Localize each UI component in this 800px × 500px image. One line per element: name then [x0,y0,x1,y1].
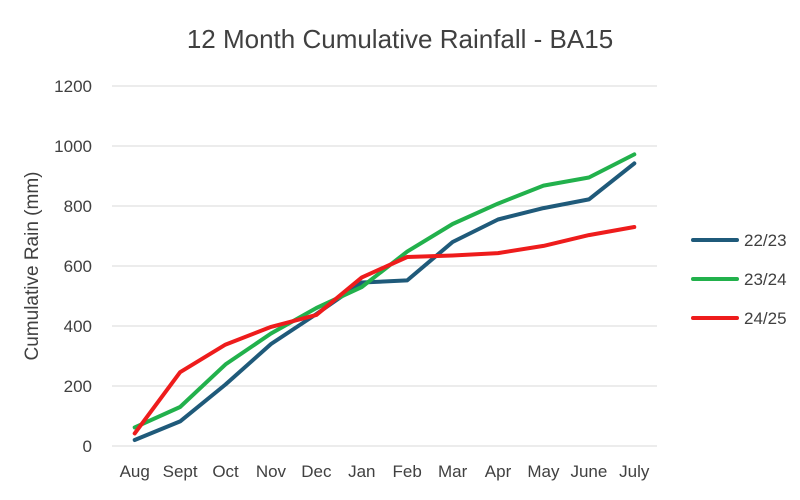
x-tick-label: Aug [120,462,150,481]
x-tick-label: June [570,462,607,481]
y-tick-label: 800 [64,197,92,216]
series-line-22-23 [132,161,637,442]
x-tick-label: Oct [212,462,239,481]
y-tick-label: 1200 [54,77,92,96]
y-tick-label: 600 [64,257,92,276]
y-tick-label: 0 [83,437,92,456]
x-tick-label: Dec [301,462,332,481]
series-line-24-25 [132,225,637,436]
series-lines [132,152,637,442]
y-tick-label: 400 [64,317,92,336]
x-tick-label: Apr [485,462,512,481]
legend: 22/23 23/24 24/25 [691,231,787,328]
x-tick-label: July [619,462,650,481]
y-axis-title: Cumulative Rain (mm) [22,172,43,361]
x-axis-ticks: Aug Sept Oct Nov Dec Jan Feb Mar Apr May June July [120,462,650,481]
x-tick-label: Jan [348,462,375,481]
legend-label-22-23: 22/23 [744,231,787,250]
x-tick-label: Sept [163,462,198,481]
legend-label-24-25: 24/25 [744,309,787,328]
legend-label-23-24: 23/24 [744,270,787,289]
x-tick-label: Feb [393,462,422,481]
x-tick-label: May [527,462,560,481]
y-tick-label: 200 [64,377,92,396]
x-tick-label: Nov [256,462,287,481]
y-tick-label: 1000 [54,137,92,156]
x-tick-label: Mar [438,462,468,481]
chart-title: 12 Month Cumulative Rainfall - BA15 [187,24,613,54]
y-axis-ticks: 0 200 400 600 800 1000 1200 [54,77,92,456]
